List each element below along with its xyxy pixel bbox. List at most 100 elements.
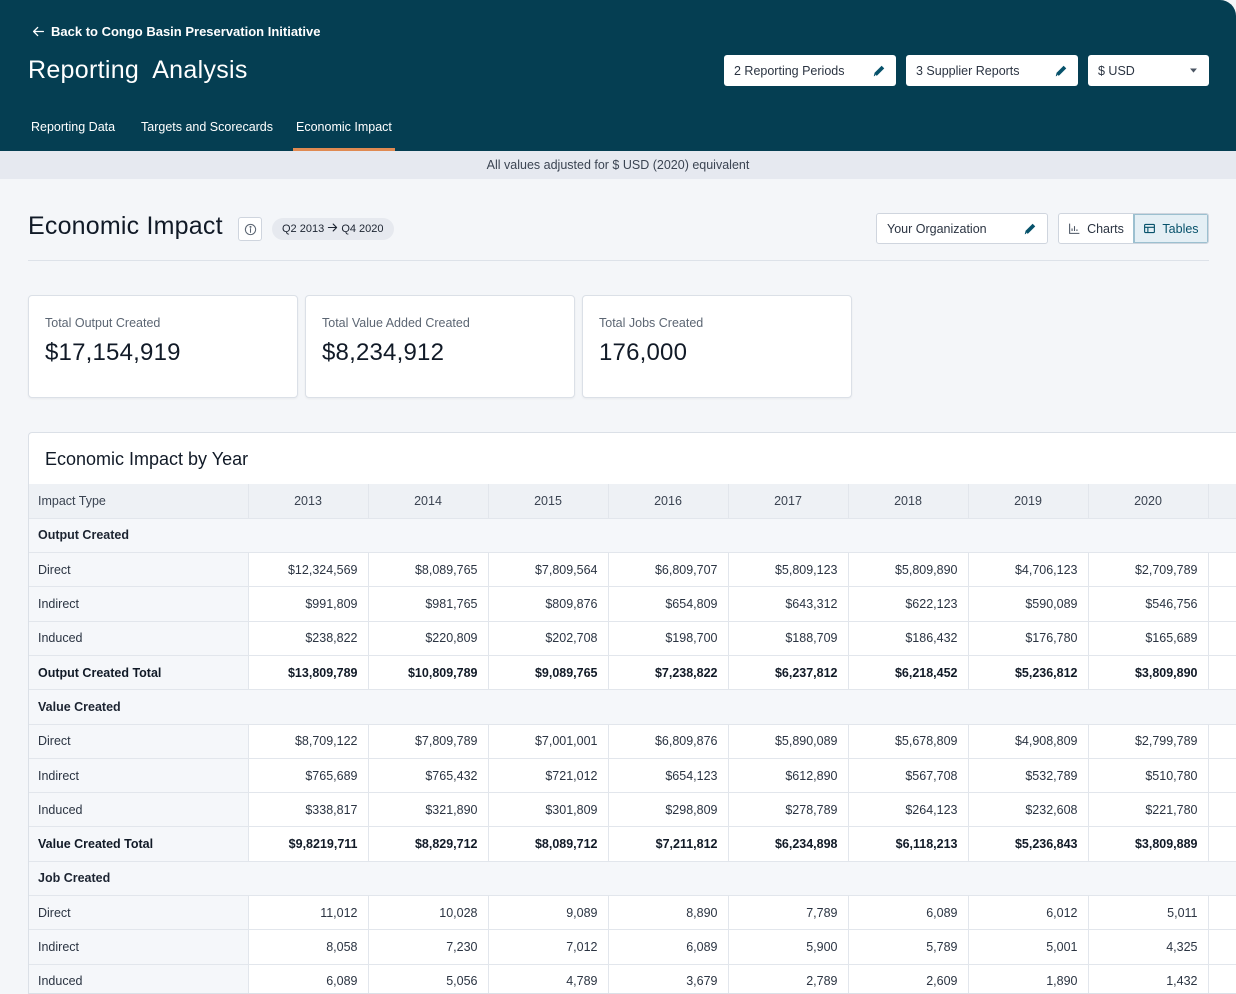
- organization-select[interactable]: Your Organization: [876, 213, 1048, 244]
- economic-impact-table-card: Economic Impact by Year Impact Type 2013…: [28, 432, 1236, 994]
- column-header-year[interactable]: 2016: [608, 484, 729, 519]
- table-cell: $8,829,712: [368, 826, 489, 862]
- column-header-year[interactable]: 2017: [728, 484, 849, 519]
- table-cell-overflow: [1208, 826, 1236, 862]
- section-divider: [28, 260, 1209, 261]
- column-header-year[interactable]: 2013: [248, 484, 369, 519]
- table-cell-overflow: [1208, 758, 1236, 794]
- table-row: Induced $238,822 $220,809 $202,708 $198,700 $…: [29, 621, 1236, 656]
- date-range-start: Q2 2013: [282, 223, 325, 235]
- table-row: Direct $8,709,122 $7,809,789 $7,001,001 $6,8…: [29, 724, 1236, 759]
- table-cell: 8,890: [608, 895, 729, 931]
- table-cell: $232,608: [968, 792, 1089, 828]
- table-cell: $6,234,898: [728, 826, 849, 862]
- table-row: Indirect $765,689 $765,432 $721,012 $654,123…: [29, 758, 1236, 794]
- reporting-periods-button[interactable]: 2 Reporting Periods: [724, 55, 896, 86]
- column-header-year[interactable]: 2019: [968, 484, 1089, 519]
- kpi-card-output: Total Output Created $17,154,919: [28, 295, 298, 398]
- currency-select[interactable]: $ USD: [1088, 55, 1209, 86]
- table-cell: 3,679: [608, 964, 729, 993]
- table-cell: $264,123: [848, 792, 969, 828]
- reporting-periods-label: 2 Reporting Periods: [734, 63, 845, 78]
- table-cell: 2,609: [848, 964, 969, 993]
- table-cell: $765,689: [248, 758, 369, 794]
- table-row: Indirect $991,809 $981,765 $809,876 $654,809…: [29, 586, 1236, 622]
- table-cell: 5,789: [848, 929, 969, 965]
- row-label: Induced: [29, 792, 249, 828]
- table-cell: $338,817: [248, 792, 369, 828]
- table-cell-overflow: [1208, 586, 1236, 622]
- table-cell-overflow: [1208, 964, 1236, 993]
- table-cell: $301,809: [488, 792, 609, 828]
- table-cell: 11,012: [248, 895, 369, 931]
- table-cell: $654,123: [608, 758, 729, 794]
- tables-view-button[interactable]: Tables: [1133, 214, 1208, 243]
- table-icon: [1144, 223, 1156, 234]
- table-cell: $7,211,812: [608, 826, 729, 862]
- tab-reporting-data[interactable]: Reporting Data: [31, 120, 116, 134]
- table-cell: $6,237,812: [728, 655, 849, 691]
- table-cell: 4,325: [1088, 929, 1209, 965]
- column-header-overflow: [1208, 484, 1236, 519]
- table-group-row: Output Created: [29, 518, 1236, 554]
- table-cell: 5,001: [968, 929, 1089, 965]
- table-cell-overflow: [1208, 792, 1236, 828]
- group-label: Output Created: [29, 518, 1236, 554]
- info-button[interactable]: [238, 217, 262, 241]
- table-cell: 5,900: [728, 929, 849, 965]
- table-cell: $809,876: [488, 586, 609, 622]
- charts-view-button[interactable]: Charts: [1059, 214, 1133, 243]
- supplier-reports-button[interactable]: 3 Supplier Reports: [906, 55, 1078, 86]
- kpi-value: $17,154,919: [45, 339, 181, 366]
- supplier-reports-label: 3 Supplier Reports: [916, 63, 1020, 78]
- section-title: Economic Impact: [28, 212, 223, 240]
- column-header-year[interactable]: 2014: [368, 484, 489, 519]
- table-row: Induced 6,089 5,056 4,789 3,679 2,789 2,609 1,8…: [29, 964, 1236, 993]
- table-cell: $4,706,123: [968, 552, 1089, 588]
- column-header-year[interactable]: 2015: [488, 484, 609, 519]
- table-total-row: Output Created Total $13,809,789 $10,809,7…: [29, 655, 1236, 691]
- table-cell: $202,708: [488, 621, 609, 656]
- back-link[interactable]: Back to Congo Basin Preservation Initiat…: [32, 24, 320, 39]
- column-header-impact-type[interactable]: Impact Type: [29, 484, 249, 519]
- table-cell: $546,756: [1088, 586, 1209, 622]
- economic-impact-table: Impact Type 2013 2014 2015 2016 2017 2018 2019…: [29, 484, 1236, 993]
- tab-targets-scorecards[interactable]: Targets and Scorecards: [141, 120, 274, 134]
- table-cell: 7,230: [368, 929, 489, 965]
- currency-notice: All values adjusted for $ USD (2020) equ…: [0, 151, 1236, 179]
- table-cell: $5,678,809: [848, 724, 969, 759]
- row-label: Indirect: [29, 758, 249, 794]
- column-header-year[interactable]: 2020: [1088, 484, 1209, 519]
- table-cell: $198,700: [608, 621, 729, 656]
- table-cell: $9,8219,711: [248, 826, 369, 862]
- table-row: Indirect 8,058 7,230 7,012 6,089 5,900 5,789 5,…: [29, 929, 1236, 965]
- table-cell: $3,809,889: [1088, 826, 1209, 862]
- table-cell: $2,709,789: [1088, 552, 1209, 588]
- table-cell: $6,218,452: [848, 655, 969, 691]
- table-cell-overflow: [1208, 724, 1236, 759]
- kpi-label: Total Jobs Created: [599, 316, 704, 330]
- table-group-row: Job Created: [29, 861, 1236, 897]
- table-cell: $7,809,789: [368, 724, 489, 759]
- table-group-row: Value Created: [29, 689, 1236, 725]
- row-label: Output Created Total: [29, 655, 249, 691]
- table-cell: $8,089,765: [368, 552, 489, 588]
- app-header: Back to Congo Basin Preservation Initiat…: [0, 0, 1236, 151]
- table-cell: 10,028: [368, 895, 489, 931]
- table-cell: $186,432: [848, 621, 969, 656]
- table-cell: 7,789: [728, 895, 849, 931]
- tables-view-label: Tables: [1162, 221, 1199, 236]
- table-cell: $3,809,890: [1088, 655, 1209, 691]
- table-cell: $13,809,789: [248, 655, 369, 691]
- table-cell: $7,809,564: [488, 552, 609, 588]
- tab-economic-impact[interactable]: Economic Impact: [293, 110, 395, 151]
- table-cell: $532,789: [968, 758, 1089, 794]
- table-cell: $8,709,122: [248, 724, 369, 759]
- table-cell: $176,780: [968, 621, 1089, 656]
- table-cell: 8,058: [248, 929, 369, 965]
- column-header-year[interactable]: 2018: [848, 484, 969, 519]
- organization-label: Your Organization: [887, 221, 987, 236]
- table-cell: 6,012: [968, 895, 1089, 931]
- table-cell: $238,822: [248, 621, 369, 656]
- pencil-icon: [873, 65, 885, 76]
